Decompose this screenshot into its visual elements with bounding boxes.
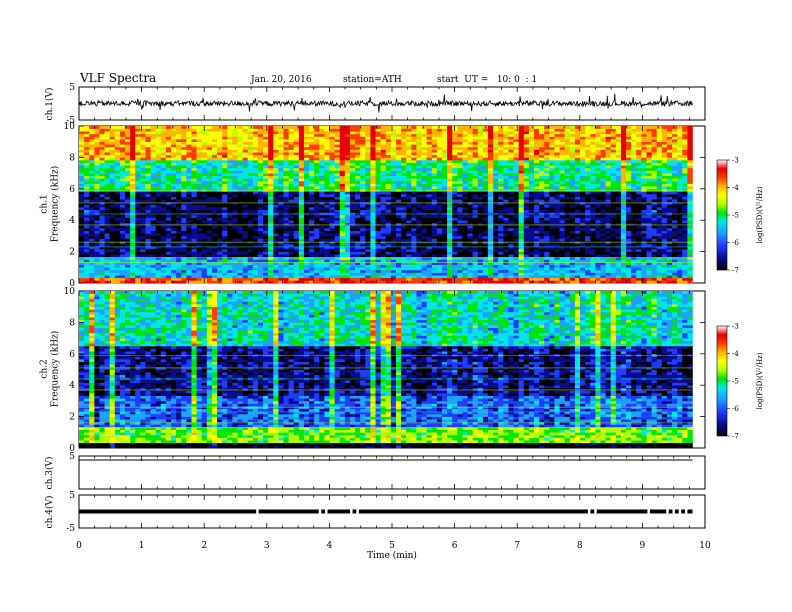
ch1-spectrogram-ytick-label: 10 — [64, 122, 76, 132]
colorbar-ticks: -3 -4 -5 -6 -7 -3 -4 -5 -6 -7 — [727, 157, 739, 441]
x-axis-tick-labels: 0 1 2 3 4 5 6 7 8 9 10 — [76, 541, 711, 551]
ch4-waveform-trace — [79, 509, 693, 514]
start-ut-label: start UT = 10: 0 : 1 — [437, 75, 538, 85]
x-tick-label: 1 — [139, 541, 145, 551]
x-tick-label: 5 — [389, 541, 395, 551]
ch1-colorbar — [716, 159, 728, 271]
ch2-spectrogram-ytick-label: 8 — [69, 318, 75, 328]
ch2-spectrogram-ylabel: ch.2Frequency (kHz) — [40, 331, 61, 408]
ch1-spectrogram-ylabel: ch.1Frequency (kHz) — [40, 166, 61, 243]
colorbar-tick-label: -6 — [732, 405, 739, 413]
ch1-waveform-trace — [78, 93, 693, 113]
ch1-spectrogram-ytick-label: 8 — [69, 153, 75, 163]
ch1-spectrogram-ytick-label: 0 — [69, 279, 75, 289]
x-axis-label: Time (min) — [367, 550, 417, 561]
ch2-colorbar-label: log(PSD)(V²/Hz) — [756, 352, 764, 409]
ch1-spectrogram-ytick-label: 2 — [69, 248, 75, 258]
figure-title: VLF Spectra — [80, 71, 157, 85]
ch2-spectrogram-ytick-label: 0 — [69, 444, 75, 454]
x-tick-label: 4 — [327, 541, 333, 551]
ch3-waveform-ytick-label: 5 — [69, 452, 75, 462]
ch1-spectrogram-ytick-label: 4 — [69, 216, 75, 226]
x-tick-label: 8 — [577, 541, 583, 551]
ch2-spectrogram-ytick-label: 10 — [64, 287, 76, 297]
ch4-waveform-ytick-label: -5 — [66, 524, 75, 534]
x-tick-label: 9 — [640, 541, 646, 551]
ch2-spectrogram-ytick-label: 4 — [69, 381, 75, 391]
ch1-spectrogram-ytick-label: 6 — [69, 185, 75, 195]
colorbar-tick-label: -3 — [732, 323, 739, 331]
ch1-colorbar-label: log(PSD)(V²/Hz) — [756, 186, 764, 243]
x-tick-label: 3 — [264, 541, 270, 551]
ch4-waveform-ylabel: ch.4(V) — [44, 496, 55, 529]
ch4-waveform-ytick-label: 5 — [69, 491, 75, 501]
colorbar-tick-label: -3 — [732, 157, 739, 165]
colorbar-tick-label: -7 — [732, 433, 739, 441]
colorbar-tick-label: -4 — [732, 350, 739, 358]
colorbar-tick-label: -4 — [732, 184, 739, 192]
colorbar-tick-label: -6 — [732, 239, 739, 247]
x-tick-label: 10 — [699, 541, 711, 551]
ch1-waveform-ytick-label: 5 — [69, 83, 75, 93]
ch2-colorbar — [716, 325, 728, 437]
colorbar-tick-label: -7 — [732, 267, 739, 275]
colorbar-tick-label: -5 — [732, 212, 739, 220]
ch1-waveform-ytick-label: -5 — [66, 116, 75, 126]
x-tick-label: 6 — [452, 541, 458, 551]
x-tick-label: 7 — [514, 541, 520, 551]
ch1-waveform-ylabel: ch.1(V) — [44, 88, 55, 121]
ch2-spectrogram-image — [79, 291, 693, 449]
x-axis-ticks — [78, 87, 706, 528]
x-tick-label: 0 — [76, 541, 82, 551]
colorbar-tick-label: -5 — [732, 378, 739, 386]
ch1-spectrogram-image — [79, 126, 693, 284]
date-label: Jan. 20, 2016 — [251, 75, 312, 85]
station-label: station=ATH — [343, 75, 402, 85]
x-tick-label: 2 — [201, 541, 207, 551]
ch2-spectrogram-ytick-label: 2 — [69, 413, 75, 423]
ch3-waveform-ylabel: ch.3(V) — [44, 457, 55, 490]
ch2-spectrogram-ytick-label: 6 — [69, 350, 75, 360]
